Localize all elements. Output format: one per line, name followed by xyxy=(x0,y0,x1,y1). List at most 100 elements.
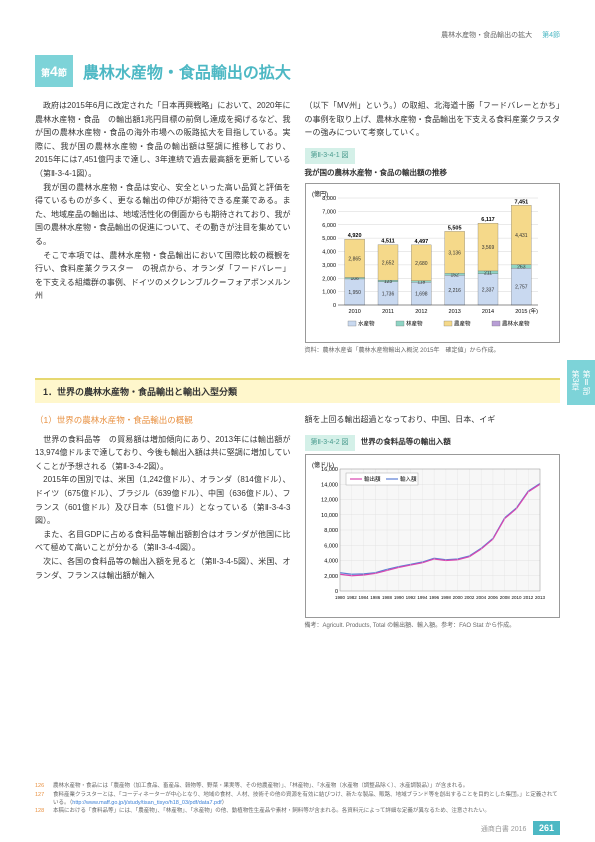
svg-text:263: 263 xyxy=(517,265,526,271)
para: （以下「MV州」という。）の取組、北海道十勝「フードバレーとかち」の事例を取り上… xyxy=(305,99,561,140)
svg-text:輸入額: 輸入額 xyxy=(400,475,417,483)
svg-text:1988: 1988 xyxy=(382,595,393,600)
svg-text:2,652: 2,652 xyxy=(381,261,394,267)
fig-label: 第Ⅱ-3-4-1 図 xyxy=(305,148,355,164)
svg-text:2,337: 2,337 xyxy=(481,288,494,294)
fig-title: 我が国の農林水産物・食品の輸出額の推移 xyxy=(305,167,561,180)
subheading: （1）世界の農林水産物・食品輸出の概観 xyxy=(35,413,291,427)
chart-source: 資料：農林水産省「農林水産物輸出入概況 2015年 確定値」から作成。 xyxy=(305,346,561,356)
svg-text:1984: 1984 xyxy=(358,595,369,600)
svg-text:2004: 2004 xyxy=(476,595,487,600)
svg-text:1980: 1980 xyxy=(334,595,345,600)
left-col: 政府は2015年6月に改定された「日本再興戦略」において、2020年に農林水産物… xyxy=(35,99,291,364)
svg-text:5,000: 5,000 xyxy=(322,237,336,243)
svg-text:2,680: 2,680 xyxy=(415,261,428,267)
svg-text:1986: 1986 xyxy=(370,595,381,600)
svg-text:8,000: 8,000 xyxy=(322,196,336,202)
svg-text:6,000: 6,000 xyxy=(322,223,336,229)
svg-text:2013: 2013 xyxy=(448,309,460,315)
svg-text:2,865: 2,865 xyxy=(348,257,361,263)
svg-text:2012: 2012 xyxy=(523,595,534,600)
left-col: （1）世界の農林水産物・食品輸出の概観 世界の食料品等 の貿易額は増加傾向にあり… xyxy=(35,413,291,639)
svg-text:2006: 2006 xyxy=(487,595,498,600)
svg-text:2,216: 2,216 xyxy=(448,289,461,295)
right-col: （以下「MV州」という。）の取組、北海道十勝「フードバレーとかち」の事例を取り上… xyxy=(305,99,561,364)
svg-text:5,505: 5,505 xyxy=(447,226,461,232)
svg-text:4,497: 4,497 xyxy=(414,239,428,245)
svg-text:14,000: 14,000 xyxy=(321,482,338,488)
svg-text:0: 0 xyxy=(332,303,335,309)
svg-text:4,920: 4,920 xyxy=(347,234,361,240)
svg-text:輸出額: 輸出額 xyxy=(364,475,381,483)
bar-chart: (億円)01,0002,0003,0004,0005,0006,0007,000… xyxy=(305,183,561,343)
intro-columns: 政府は2015年6月に改定された「日本再興戦略」において、2020年に農林水産物… xyxy=(35,99,560,364)
svg-text:2000: 2000 xyxy=(452,595,463,600)
svg-text:16,000: 16,000 xyxy=(321,467,338,473)
svg-text:2014: 2014 xyxy=(481,309,493,315)
fig-label: 第Ⅱ-3-4-2 図 xyxy=(305,435,355,451)
svg-text:4,000: 4,000 xyxy=(324,558,338,564)
chart-source: 備考：Agricult. Products, Total の輸出額、輸入額。参考… xyxy=(305,621,561,631)
svg-text:1992: 1992 xyxy=(405,595,416,600)
svg-text:3,000: 3,000 xyxy=(322,263,336,269)
title-row: 第4節 農林水産物・食品輸出の拡大 xyxy=(35,55,560,87)
svg-text:4,000: 4,000 xyxy=(322,250,336,256)
svg-text:林産物: 林産物 xyxy=(406,320,423,328)
svg-text:農産物: 農産物 xyxy=(454,320,471,328)
svg-text:4,431: 4,431 xyxy=(515,233,528,239)
svg-text:農林水産物: 農林水産物 xyxy=(502,320,530,328)
para: 2015年の国別では、米国（1,242億ドル）、オランダ（814億ドル）、ドイツ… xyxy=(35,473,291,527)
section-badge: 第4節 xyxy=(35,55,73,87)
section-heading: 1．世界の農林水産物・食品輸出と輸出入型分類 xyxy=(35,378,560,403)
svg-text:1,698: 1,698 xyxy=(415,292,428,298)
para: また、名目GDPに占める食料品等輸出額割合はオランダが他国に比べて極めて高いこと… xyxy=(35,528,291,555)
para: 額を上回る輸出超過となっており、中国、日本、イギ xyxy=(305,413,561,427)
footnotes: 126農林水産物・食品には「農産物（加工食品、畜産品、穀物等、野菜・果実等、その… xyxy=(35,783,560,817)
svg-text:6,000: 6,000 xyxy=(324,543,338,549)
para: 政府は2015年6月に改定された「日本再興戦略」において、2020年に農林水産物… xyxy=(35,99,291,181)
svg-text:(年): (年) xyxy=(528,307,537,315)
svg-text:2015: 2015 xyxy=(515,309,527,315)
page-number: 通商白書 2016 261 xyxy=(481,823,560,834)
svg-text:8,000: 8,000 xyxy=(324,528,338,534)
svg-text:1994: 1994 xyxy=(417,595,428,600)
svg-text:211: 211 xyxy=(484,271,492,277)
svg-text:2,757: 2,757 xyxy=(515,285,528,291)
svg-text:4,511: 4,511 xyxy=(381,239,394,245)
svg-text:2010: 2010 xyxy=(348,309,360,315)
svg-text:2012: 2012 xyxy=(415,309,427,315)
chapter-label: 第4節 xyxy=(542,32,560,39)
fig-title: 世界の食料品等の輸出入額 xyxy=(361,437,451,446)
line-chart: (億ドル)02,0004,0006,0008,00010,00012,00014… xyxy=(305,454,561,619)
breadcrumb: 農林水産物・食品輸出の拡大 xyxy=(441,32,532,39)
svg-text:1,000: 1,000 xyxy=(322,290,336,296)
svg-text:水産物: 水産物 xyxy=(358,320,375,328)
svg-text:1,950: 1,950 xyxy=(348,290,361,296)
svg-text:2008: 2008 xyxy=(499,595,510,600)
svg-text:10,000: 10,000 xyxy=(321,512,338,518)
svg-text:1990: 1990 xyxy=(393,595,404,600)
svg-text:12,000: 12,000 xyxy=(321,497,338,503)
svg-text:2,000: 2,000 xyxy=(322,277,336,283)
svg-text:2,000: 2,000 xyxy=(324,573,338,579)
svg-text:2002: 2002 xyxy=(464,595,475,600)
svg-text:2010: 2010 xyxy=(511,595,522,600)
svg-text:3,569: 3,569 xyxy=(481,245,494,251)
page-title: 農林水産物・食品輸出の拡大 xyxy=(83,59,291,83)
svg-text:2013: 2013 xyxy=(534,595,545,600)
svg-text:7,000: 7,000 xyxy=(322,210,336,216)
para: そこで本項では、農林水産物・食品輸出において国際比較の概観を行い、食料産業クラス… xyxy=(35,249,291,303)
para: 我が国の農林水産物・食品は安心、安全といった高い品質と評価を得ているものが多く、… xyxy=(35,181,291,249)
svg-text:6,117: 6,117 xyxy=(481,218,494,224)
section2-columns: （1）世界の農林水産物・食品輸出の概観 世界の食料品等 の貿易額は増加傾向にあり… xyxy=(35,413,560,639)
svg-text:1998: 1998 xyxy=(440,595,451,600)
right-col: 額を上回る輸出超過となっており、中国、日本、イギ 第Ⅱ-3-4-2 図 世界の食… xyxy=(305,413,561,639)
svg-text:1982: 1982 xyxy=(346,595,357,600)
svg-text:3,136: 3,136 xyxy=(448,251,461,257)
para: 世界の食料品等 の貿易額は増加傾向にあり、2013年には輸出額が13,974億ド… xyxy=(35,433,291,474)
para: 次に、各国の食料品等の輸出入額を見ると（第Ⅱ-3-4-5図）、米国、オランダ、フ… xyxy=(35,555,291,582)
side-tab: 第Ⅱ部第3章 xyxy=(567,360,595,405)
svg-text:1996: 1996 xyxy=(429,595,440,600)
svg-text:2011: 2011 xyxy=(382,309,394,315)
svg-text:7,451: 7,451 xyxy=(514,200,528,206)
